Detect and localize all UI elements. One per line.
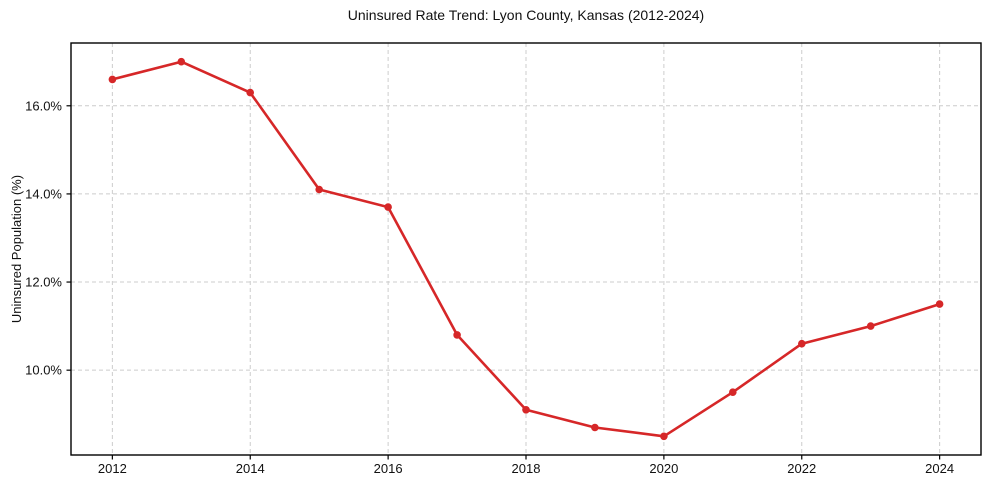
x-axis-tick-label: 2018	[512, 461, 541, 476]
y-axis-label: Uninsured Population (%)	[9, 174, 24, 324]
data-point-marker	[660, 432, 668, 441]
x-axis-tick-label: 2024	[925, 461, 954, 476]
y-axis-tick-label: 10.0%	[25, 363, 62, 378]
data-point-marker	[522, 406, 530, 414]
data-point-marker	[246, 88, 254, 97]
data-point-marker	[177, 57, 186, 66]
data-point-marker	[935, 300, 944, 308]
y-axis-tick-label: 12.0%	[25, 275, 62, 290]
data-point-marker	[798, 339, 806, 348]
x-axis-tick-label: 2016	[374, 461, 403, 476]
y-axis-tick-label: 14.0%	[25, 186, 62, 201]
x-axis-tick-label: 2022	[787, 461, 816, 476]
data-point-marker	[729, 388, 737, 397]
data-point-marker	[384, 203, 392, 211]
x-axis-tick-label: 2020	[649, 461, 678, 476]
chart-title: Uninsured Rate Trend: Lyon County, Kansa…	[347, 7, 705, 23]
data-point-marker	[591, 423, 599, 432]
data-point-marker	[453, 331, 461, 339]
data-point-marker	[866, 322, 875, 330]
data-point-marker	[315, 185, 324, 194]
x-axis-tick-label: 2012	[98, 461, 127, 476]
x-axis-tick-label: 2014	[236, 461, 265, 476]
y-axis-tick-label: 16.0%	[25, 98, 62, 113]
data-point-marker	[108, 75, 117, 84]
